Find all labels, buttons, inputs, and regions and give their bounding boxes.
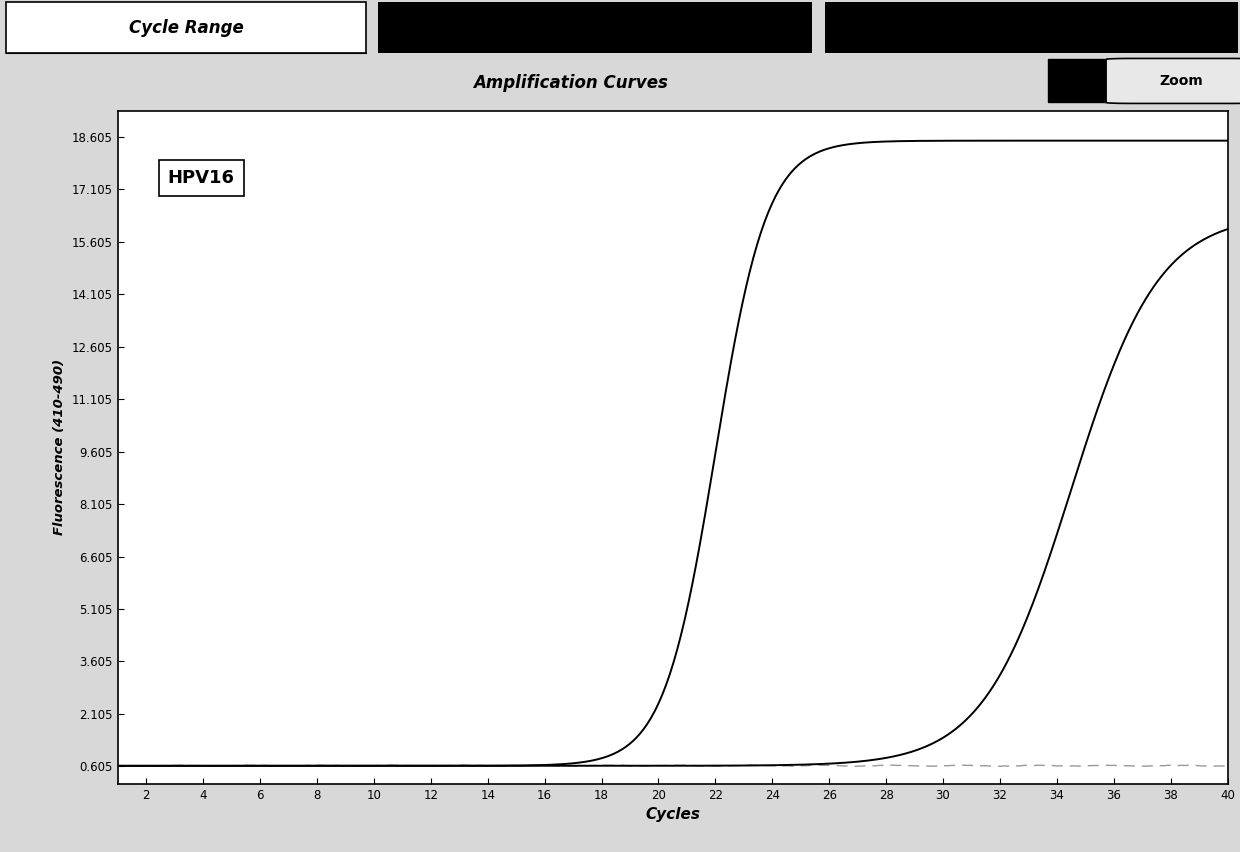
Text: Cycle Range: Cycle Range — [129, 19, 243, 37]
FancyBboxPatch shape — [1048, 60, 1128, 102]
X-axis label: Cycles: Cycles — [645, 807, 701, 822]
FancyBboxPatch shape — [825, 3, 1238, 53]
FancyBboxPatch shape — [6, 3, 366, 53]
Text: HPV16: HPV16 — [167, 169, 234, 187]
FancyBboxPatch shape — [378, 3, 812, 53]
Text: Amplification Curves: Amplification Curves — [472, 74, 668, 93]
Text: Zoom: Zoom — [1159, 74, 1204, 88]
FancyBboxPatch shape — [1106, 59, 1240, 103]
Y-axis label: Fluorescence (410-490): Fluorescence (410-490) — [53, 360, 67, 535]
